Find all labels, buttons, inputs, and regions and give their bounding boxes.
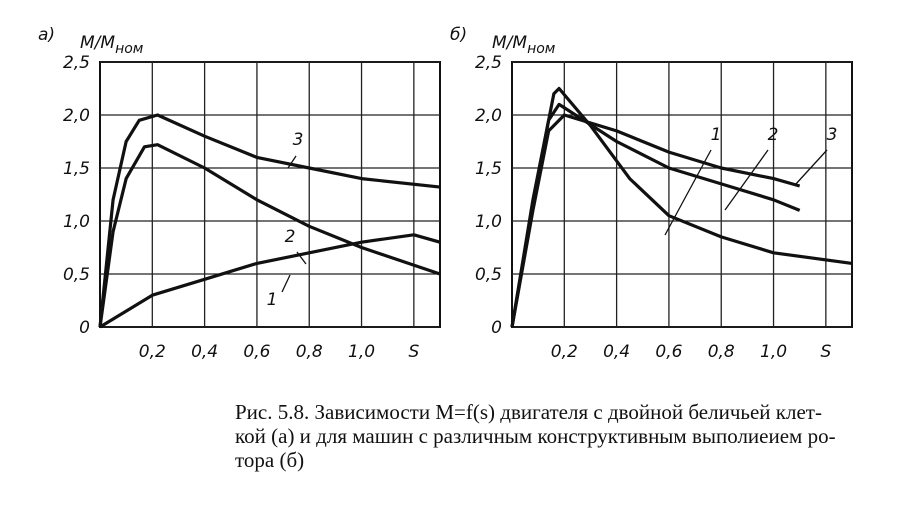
- y-axis-label-main: M/M: [80, 33, 115, 53]
- leader-line: [287, 155, 297, 169]
- x-tick-label: S: [408, 342, 419, 362]
- x-tick-label: S: [820, 342, 831, 362]
- caption-line: Рис. 5.8. Зависимости M=f(s) двигателя с…: [235, 400, 822, 424]
- y-tick-label: 0,5: [63, 265, 90, 285]
- panel: 0 0,5 1,0 1,5 2,0 2,5 0,2 0,4 0,6 0,8 1,0 Sа) M/Mном…: [38, 25, 441, 362]
- y-axis-label-main: M/M: [492, 33, 527, 53]
- leader-line: [794, 149, 828, 186]
- x-tick-label: 0,4: [603, 342, 630, 362]
- plot-frame: [511, 61, 853, 328]
- y-tick-label: 1,5: [63, 159, 90, 179]
- x-tick-label: 0,2: [551, 342, 578, 362]
- y-tick-label: 2,0: [475, 106, 502, 126]
- curve: [510, 113, 801, 328]
- leader-line: [724, 149, 769, 211]
- chart: 00,51,01,52,02,50,2 0,4 0,6 0,8 1,0 Sа) M/Mном…: [38, 25, 853, 362]
- y-tick-label: 1,0: [63, 212, 90, 232]
- curve: [510, 86, 853, 328]
- curve-label: 1: [711, 125, 722, 145]
- curve-label: 2: [285, 227, 296, 247]
- x-tick-label: 1,0: [348, 342, 375, 362]
- y-tick-label: 0,5: [475, 265, 502, 285]
- curve: [98, 143, 441, 328]
- panel-label: б): [450, 25, 467, 45]
- curve: [99, 233, 441, 329]
- y-axis-label-sub: ном: [527, 41, 556, 57]
- panel: 0 0,5 1,0 1,5 2,0 2,5 0,2 0,4 0,6 0,8 1,0 Sб) M/Mном…: [450, 25, 853, 362]
- curve: [98, 113, 441, 328]
- curve-label: 1: [267, 290, 278, 310]
- y-axis-label: M/Mном: [492, 33, 556, 57]
- y-tick-label: 0: [79, 318, 90, 338]
- caption-line: тора (б): [235, 448, 305, 472]
- x-tick-label: 0,8: [708, 342, 735, 362]
- curve-label: 3: [293, 130, 304, 150]
- curve-label: 3: [827, 125, 838, 145]
- y-axis-label-sub: ном: [115, 41, 144, 57]
- caption-line: кой (а) и для машин с различным конструк…: [235, 424, 836, 448]
- x-tick-label: 0,6: [243, 342, 270, 362]
- x-tick-label: 0,6: [655, 342, 682, 362]
- curve-label: 2: [768, 125, 779, 145]
- y-tick-label: 2,5: [475, 53, 502, 73]
- x-tick-label: 0,8: [296, 342, 323, 362]
- y-tick-label: 1,0: [475, 212, 502, 232]
- leader-line: [296, 251, 307, 265]
- curve: [510, 102, 801, 328]
- plot-frame: [99, 61, 441, 328]
- y-tick-label: 2,0: [63, 106, 90, 126]
- y-tick-label: 0: [491, 318, 502, 338]
- x-tick-label: 1,0: [760, 342, 787, 362]
- y-tick-label: 2,5: [63, 53, 90, 73]
- y-tick-label: 1,5: [475, 159, 502, 179]
- y-axis-label: M/Mном: [80, 33, 144, 57]
- leader-line: [281, 274, 291, 293]
- x-tick-label: 0,4: [191, 342, 218, 362]
- panel-label: а): [38, 25, 55, 45]
- caption: Рис. 5.8. Зависимости M=f(s) двигателя с…: [235, 400, 875, 472]
- x-tick-label: 0,2: [139, 342, 166, 362]
